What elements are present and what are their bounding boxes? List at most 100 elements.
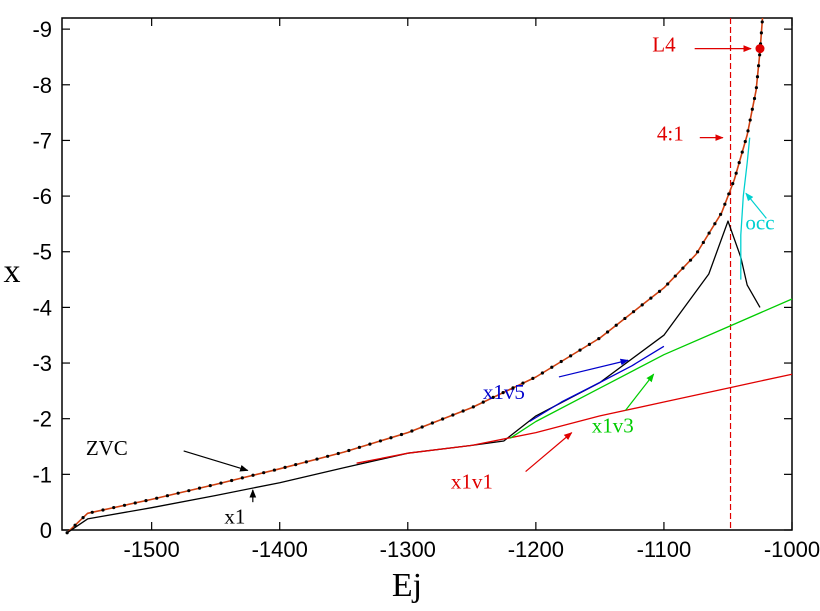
zvc-dot: [758, 53, 762, 57]
zvc-dot: [155, 496, 159, 500]
zvc-dot: [701, 240, 705, 245]
zvc-dot: [368, 442, 372, 446]
zvc-dot: [283, 465, 287, 469]
x-tick-label: -1200: [508, 537, 564, 562]
y-tick-label: -6: [32, 184, 52, 209]
zvc-dot: [657, 289, 662, 293]
zvc-dot: [165, 494, 170, 498]
zvc-dot: [754, 86, 759, 90]
zvc-dot: [430, 421, 434, 425]
zvc-dot: [597, 337, 601, 341]
zvc-dot: [531, 376, 535, 380]
zvc-dot: [451, 413, 455, 417]
zvc-dot: [521, 381, 525, 385]
zvc-dot: [272, 468, 276, 472]
zvc-dot: [389, 436, 393, 440]
series-line-x1v1: [356, 373, 793, 464]
zvc-dot: [756, 64, 761, 68]
zvc-dot: [681, 266, 685, 270]
zvc-dot: [112, 506, 116, 510]
zvc-dot: [755, 75, 760, 79]
zvc-dot: [122, 503, 127, 507]
chart-marks: -1500 -1400 -1300 -1200 -1100 -1000 0 -1 -2 -3 -4 -…: [4, 17, 820, 604]
zvc-dot: [752, 96, 757, 101]
zvc-dot: [740, 150, 744, 154]
annotation-label-x1: x1: [224, 504, 245, 528]
zvc-dot: [410, 429, 414, 433]
zvc-dot: [101, 508, 105, 512]
zvc-dot: [315, 457, 319, 461]
annotation-label-l4: L4: [652, 32, 676, 56]
y-tick-label: 0: [40, 518, 52, 543]
series-line-x1v3: [509, 298, 793, 439]
annotation-label-x1v5: x1v5: [483, 380, 525, 404]
zvc-dot: [481, 400, 485, 404]
zvc-dot: [550, 365, 554, 369]
zvc-dot: [230, 478, 234, 483]
zvc-dot: [649, 296, 653, 300]
zvc-dot: [208, 484, 212, 488]
y-tick-label: -8: [32, 73, 52, 98]
x-tick-label: -1000: [764, 537, 820, 562]
y-axis-title: x: [4, 253, 21, 290]
series-line-zvc: [66, 17, 764, 534]
annotation-arrow-x1v5: [558, 358, 629, 378]
zvc-dot: [501, 391, 505, 395]
zvc-dot: [73, 523, 77, 527]
y-tick-label: -4: [32, 295, 52, 320]
x-axis-title: Ej: [392, 567, 422, 604]
series-line-occ: [740, 137, 751, 280]
zvc-dot: [640, 303, 644, 307]
annotation-arrow-zvc: [183, 450, 249, 472]
zvc-dot: [461, 409, 465, 413]
zvc-dot: [578, 348, 582, 352]
zvc-dot: [251, 473, 255, 477]
zvc-dot: [357, 445, 361, 449]
zvc-dot: [176, 491, 180, 495]
zvc-dot: [743, 139, 747, 144]
zvc-dot: [727, 192, 731, 196]
zvc-dot: [65, 531, 69, 535]
zvc-dot: [491, 395, 495, 399]
zvc-dot: [760, 20, 764, 24]
zvc-dot: [511, 386, 515, 390]
zvc-dot: [399, 432, 404, 437]
zvc-dot: [90, 510, 94, 514]
zvc-dot: [187, 489, 191, 493]
series-line-x1: [66, 220, 761, 534]
zvc-dot: [707, 231, 711, 235]
zvc-dot: [540, 371, 545, 375]
zvc-dot: [605, 330, 610, 334]
annotation-arrow-occ: [745, 192, 767, 219]
zvc-dot: [197, 486, 202, 490]
zvc-dot: [133, 501, 137, 505]
zvc-dot: [326, 454, 330, 458]
annotation-label-x1v1: x1v1: [451, 469, 493, 493]
zvc-dot: [750, 107, 754, 111]
y-tick-label: -3: [32, 351, 52, 376]
zvc-dot: [569, 354, 573, 358]
zvc-dot: [631, 310, 636, 314]
plot-frame: [61, 17, 793, 531]
series-line-x1v5: [529, 345, 665, 423]
l4-point: [755, 44, 765, 54]
zvc-dot: [347, 448, 351, 453]
zvc-dot: [144, 499, 148, 503]
zvc-dot: [734, 171, 738, 175]
zvc-dot: [688, 258, 693, 262]
zvc-dot: [759, 31, 764, 35]
zvc-dot: [673, 274, 677, 278]
zvc-dot: [737, 161, 741, 165]
y-tick-label: -9: [32, 17, 52, 42]
zvc-dot: [294, 463, 298, 467]
zvc-dot: [746, 129, 750, 133]
x-tick-label: -1100: [637, 537, 692, 562]
zvc-dot: [666, 282, 670, 286]
zvc-dot: [304, 460, 308, 464]
zvc-dot: [378, 439, 383, 443]
annotation-label-x1v3: x1v3: [592, 414, 634, 438]
x-tick-label: -1500: [124, 537, 180, 562]
annotation-label-zvc: ZVC: [86, 436, 128, 460]
y-tick-label: -7: [32, 128, 52, 153]
